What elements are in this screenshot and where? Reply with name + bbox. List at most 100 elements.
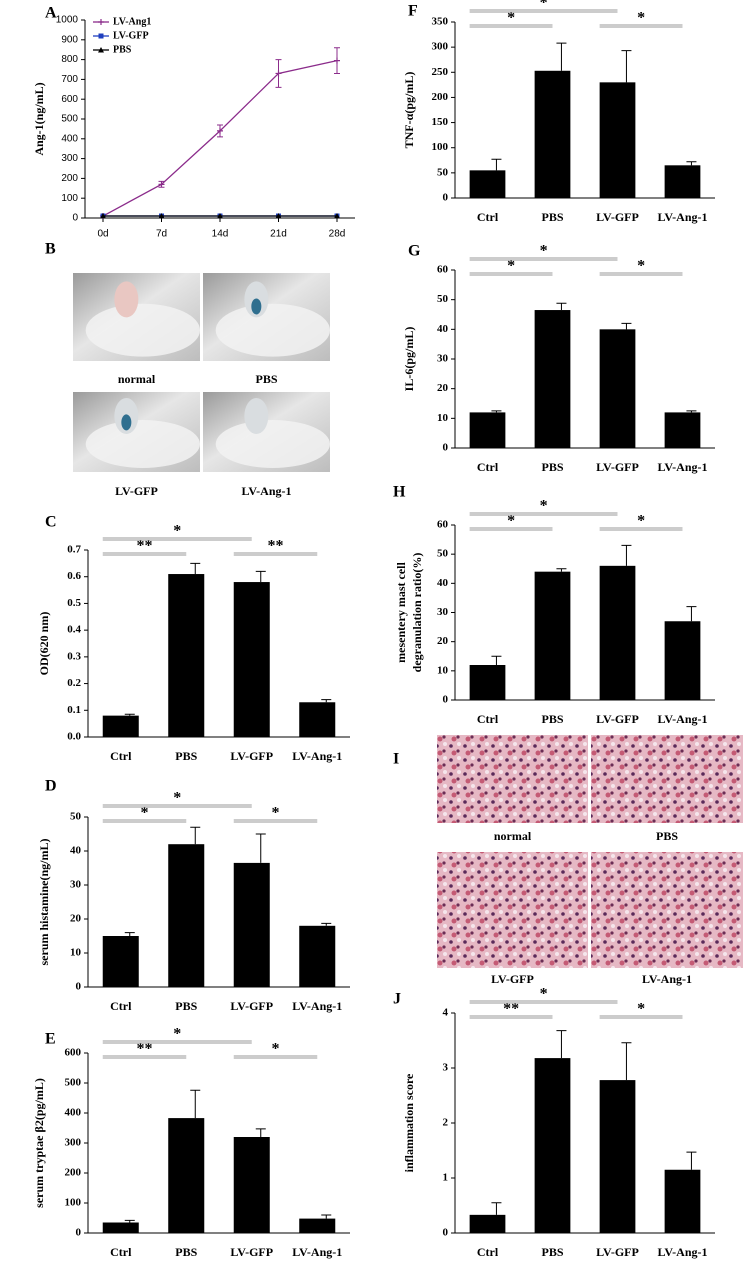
y-tick-label: 0.0 — [67, 731, 81, 743]
x-tick-label: PBS — [175, 999, 197, 1013]
y-tick-label: 0 — [443, 1227, 449, 1239]
y-tick-label: 10 — [437, 664, 449, 676]
y-tick-label: 300 — [65, 1137, 82, 1149]
bar — [469, 665, 506, 700]
bar — [534, 310, 571, 448]
bar — [599, 565, 636, 700]
significance-label: * — [271, 805, 279, 822]
x-tick-label: PBS — [175, 1245, 197, 1259]
y-tick-label: 30 — [70, 879, 82, 891]
bar — [102, 1222, 139, 1233]
bar — [299, 1218, 336, 1233]
significance-label: * — [540, 0, 548, 12]
significance-bracket — [102, 552, 187, 556]
significance-bracket — [233, 819, 318, 823]
y-tick-label: 0 — [443, 694, 449, 706]
significance-label: * — [173, 1026, 181, 1043]
error-bar — [321, 1214, 332, 1219]
significance-bracket — [469, 527, 553, 531]
bar — [599, 82, 636, 198]
marker — [98, 33, 104, 39]
error-bar — [621, 544, 632, 566]
y-axis-label: mesentery mast cell — [394, 562, 408, 663]
significance-label: * — [637, 258, 645, 275]
x-tick-label: LV-Ang-1 — [657, 1245, 707, 1259]
significance-label: * — [140, 805, 148, 822]
y-tick-label: 0 — [76, 1227, 82, 1239]
y-tick-label: 4 — [443, 1007, 449, 1019]
panel-letter: A — [45, 5, 57, 22]
y-axis-label: TNF-α(pg/mL) — [402, 72, 416, 149]
y-tick-label: 20 — [70, 913, 82, 925]
marker — [275, 213, 282, 219]
error-bar — [556, 42, 567, 71]
panel-letter: J — [393, 991, 401, 1008]
error-bar — [621, 50, 632, 83]
photo-label: normal — [118, 372, 156, 386]
x-tick-label: LV-Ang-1 — [292, 1245, 342, 1259]
y-tick-label: 600 — [61, 94, 78, 105]
y-tick-label: 0.5 — [67, 597, 81, 609]
bar — [233, 582, 270, 737]
marker — [334, 213, 340, 219]
x-tick-label: PBS — [541, 1245, 563, 1259]
error-bar — [190, 1089, 201, 1119]
significance-label: * — [507, 10, 515, 27]
x-tick-label: LV-GFP — [596, 1245, 639, 1259]
y-tick-label: 10 — [437, 412, 449, 424]
y-tick-label: 900 — [61, 34, 78, 45]
error-bar — [255, 1128, 266, 1137]
mouse-body — [215, 420, 330, 468]
y-axis-label: inflammation score — [402, 1073, 416, 1172]
significance-label: * — [637, 1001, 645, 1018]
error-bar — [491, 158, 502, 171]
photo-label: PBS — [255, 372, 277, 386]
y-tick-label: 3 — [443, 1062, 449, 1074]
y-tick-label: 50 — [437, 293, 449, 305]
bar — [534, 1058, 571, 1233]
y-tick-label: 800 — [61, 54, 78, 65]
error-bar — [255, 833, 266, 863]
error-bar — [621, 1042, 632, 1081]
significance-bracket — [469, 512, 618, 516]
y-tick-label: 350 — [432, 16, 449, 28]
significance-bracket — [102, 1055, 187, 1059]
photo-label: normal — [494, 829, 532, 843]
line — [102, 59, 338, 217]
significance-label: ** — [136, 1041, 152, 1058]
panel-letter: I — [393, 751, 399, 768]
error-bar — [556, 302, 567, 311]
significance-bracket — [233, 552, 318, 556]
error-bar — [556, 568, 567, 572]
y-tick-label: 300 — [61, 153, 78, 164]
bar — [168, 1118, 205, 1233]
y-tick-label: 300 — [432, 41, 449, 53]
photo — [437, 735, 588, 823]
y-tick-label: 2 — [443, 1117, 449, 1129]
x-tick-label: 14d — [212, 229, 229, 240]
error-bar — [686, 606, 697, 622]
y-tick-label: 0.6 — [67, 570, 81, 582]
x-tick-label: 0d — [97, 229, 108, 240]
significance-bracket — [469, 257, 618, 261]
mouse-body — [215, 303, 330, 357]
legend-label: LV-GFP — [113, 30, 149, 41]
x-tick-label: LV-Ang-1 — [292, 749, 342, 763]
y-tick-label: 100 — [61, 193, 78, 204]
significance-bracket — [469, 24, 553, 28]
x-tick-label: PBS — [541, 460, 563, 474]
y-tick-label: 700 — [61, 74, 78, 85]
error-bar — [124, 932, 135, 936]
x-tick-label: 7d — [156, 229, 167, 240]
photo — [591, 735, 743, 823]
x-tick-label: Ctrl — [477, 712, 499, 726]
y-axis-label: OD(620 nm) — [37, 612, 51, 676]
y-tick-label: 200 — [61, 173, 78, 184]
y-tick-label: 150 — [432, 116, 449, 128]
x-tick-label: 21d — [270, 229, 287, 240]
photo — [437, 852, 588, 968]
x-tick-label: Ctrl — [110, 1245, 132, 1259]
y-tick-label: 40 — [437, 577, 449, 589]
bar — [299, 702, 336, 737]
